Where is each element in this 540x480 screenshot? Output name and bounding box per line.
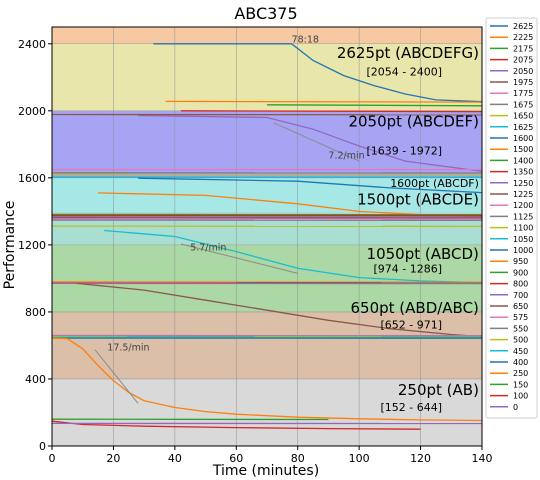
series-line-2075 bbox=[180, 110, 482, 113]
legend-label-2625: 2625 bbox=[513, 22, 533, 31]
legend-box bbox=[485, 17, 538, 419]
annotation-11: [152 - 644] bbox=[381, 401, 443, 414]
series-line-2175 bbox=[266, 104, 482, 107]
legend-label-100: 100 bbox=[513, 392, 528, 401]
legend-label-150: 150 bbox=[513, 380, 528, 389]
legend-label-2175: 2175 bbox=[513, 44, 533, 53]
annotation-10: 250pt (AB) bbox=[398, 381, 479, 399]
legend-label-2225: 2225 bbox=[513, 33, 533, 42]
annotation-6: 1050pt (ABCD) bbox=[367, 245, 479, 263]
legend-label-1050: 1050 bbox=[513, 235, 533, 244]
series-group bbox=[52, 43, 482, 430]
annotation-7: [974 - 1286] bbox=[374, 263, 443, 276]
legend: 2625 2225 2175 2075 2050 1975 1775 1675 1650 1625… bbox=[485, 17, 538, 419]
trend-line-0 bbox=[272, 122, 360, 162]
legend-label-1675: 1675 bbox=[513, 100, 533, 109]
legend-label-650: 650 bbox=[513, 302, 528, 311]
y-tick-label-1200: 1200 bbox=[18, 239, 46, 252]
trend-line-1 bbox=[180, 243, 298, 274]
legend-label-1250: 1250 bbox=[513, 179, 533, 188]
annotation-2: 2050pt (ABCDEF) bbox=[348, 113, 478, 131]
annotation-9: [652 - 971] bbox=[381, 319, 443, 332]
legend-label-250: 250 bbox=[513, 369, 528, 378]
y-tick-label-1600: 1600 bbox=[18, 172, 46, 185]
legend-label-575: 575 bbox=[513, 313, 528, 322]
legend-label-500: 500 bbox=[513, 336, 528, 345]
series-line-1050 bbox=[104, 229, 482, 284]
band-2 bbox=[52, 244, 482, 312]
legend-label-800: 800 bbox=[513, 280, 528, 289]
band-6 bbox=[52, 43, 482, 111]
annotation-3: [1639 - 1972] bbox=[367, 144, 443, 157]
legend-label-1125: 1125 bbox=[513, 212, 533, 221]
x-tick-label-40: 40 bbox=[168, 452, 182, 465]
y-axis-label: Performance bbox=[2, 201, 18, 290]
legend-label-1775: 1775 bbox=[513, 89, 533, 98]
legend-label-1400: 1400 bbox=[513, 156, 533, 165]
slope-label-3: 17.5/min bbox=[107, 342, 149, 353]
trend-line-2 bbox=[94, 349, 139, 404]
annotation-4: 1600pt (ABCDF) bbox=[390, 177, 479, 190]
x-tick-label-140: 140 bbox=[472, 452, 493, 465]
band-1 bbox=[52, 311, 482, 379]
legend-label-1100: 1100 bbox=[513, 224, 533, 233]
legend-label-1350: 1350 bbox=[513, 168, 533, 177]
legend-label-900: 900 bbox=[513, 268, 528, 277]
chart-title: ABC375 bbox=[234, 4, 297, 23]
annotation-8: 650pt (ABD/ABC) bbox=[350, 299, 478, 317]
y-tick-label-800: 800 bbox=[25, 306, 46, 319]
annotation-5: 1500pt (ABCDE) bbox=[357, 191, 479, 209]
plot-area: 78:18 7.2/min 5.7/min 17.5/min 0 20 40 60 80 100 1… bbox=[18, 26, 493, 465]
legend-label-1650: 1650 bbox=[513, 112, 533, 121]
series-line-2225 bbox=[165, 100, 482, 103]
legend-label-1200: 1200 bbox=[513, 201, 533, 210]
series-line-2050 bbox=[137, 114, 482, 172]
legend-label-1225: 1225 bbox=[513, 190, 533, 199]
x-tick-label-80: 80 bbox=[291, 452, 305, 465]
band-5 bbox=[52, 110, 482, 178]
x-tick-label-20: 20 bbox=[106, 452, 120, 465]
legend-label-450: 450 bbox=[513, 347, 528, 356]
legend-label-2050: 2050 bbox=[513, 67, 533, 76]
legend-label-0: 0 bbox=[513, 403, 518, 412]
legend-label-1625: 1625 bbox=[513, 123, 533, 132]
legend-label-950: 950 bbox=[513, 257, 528, 266]
x-tick-label-120: 120 bbox=[410, 452, 431, 465]
series-line-250 bbox=[52, 337, 482, 422]
y-tick-label-0: 0 bbox=[39, 440, 46, 453]
x-axis-label: Time (minutes) bbox=[212, 463, 319, 479]
band-4 bbox=[52, 177, 482, 212]
legend-label-1500: 1500 bbox=[513, 145, 533, 154]
legend-label-2075: 2075 bbox=[513, 56, 533, 65]
series-line-2625 bbox=[153, 43, 482, 103]
x-tick-label-60: 60 bbox=[229, 452, 243, 465]
legend-label-400: 400 bbox=[513, 358, 528, 367]
y-tick-label-400: 400 bbox=[25, 373, 46, 386]
band-7 bbox=[52, 27, 482, 44]
series-line-1600 bbox=[137, 177, 482, 194]
series-line-650 bbox=[76, 282, 482, 338]
y-tick-label-2400: 2400 bbox=[18, 38, 46, 51]
axes-frame bbox=[51, 26, 483, 447]
legend-label-550: 550 bbox=[513, 324, 528, 333]
legend-label-700: 700 bbox=[513, 291, 528, 300]
x-tick-label-0: 0 bbox=[49, 452, 56, 465]
band-0 bbox=[52, 378, 482, 446]
x-tick-label-100: 100 bbox=[349, 452, 370, 465]
slope-label-0: 78:18 bbox=[292, 34, 319, 45]
annotation-0: 2625pt (ABCDEFG) bbox=[337, 44, 479, 62]
legend-label-1600: 1600 bbox=[513, 134, 533, 143]
slope-label-1: 7.2/min bbox=[328, 151, 364, 162]
legend-label-1000: 1000 bbox=[513, 246, 533, 255]
y-tick-label-2000: 2000 bbox=[18, 105, 46, 118]
annotation-1: [2054 - 2400] bbox=[367, 66, 443, 79]
legend-label-1975: 1975 bbox=[513, 78, 533, 87]
slope-label-2: 5.7/min bbox=[190, 243, 226, 254]
